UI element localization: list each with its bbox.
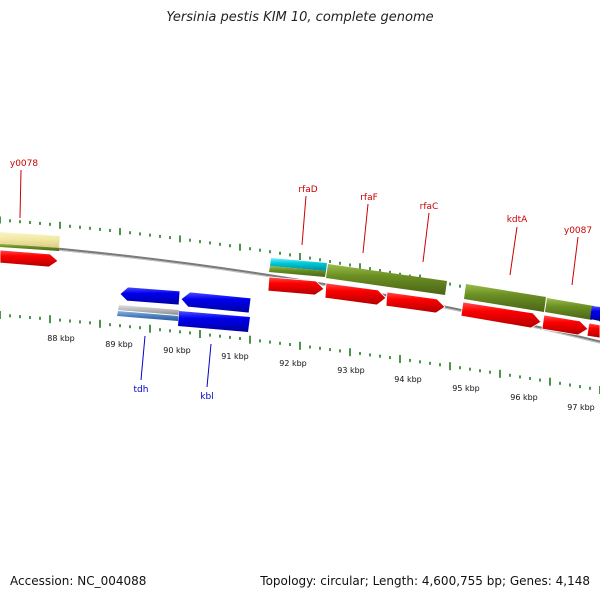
tick-label: 97 kbp	[567, 403, 595, 412]
tick-label: 96 kbp	[510, 393, 538, 402]
gene-label-rfaC[interactable]: rfaC	[420, 202, 439, 212]
cds-arrow-rfaC[interactable]	[385, 291, 446, 314]
olive-gene-feature-kdtA[interactable]	[464, 284, 546, 312]
length-label: Length:	[372, 574, 419, 588]
length-value: 4,600,755 bp	[421, 574, 502, 588]
olive-gene-feature-rfaF[interactable]	[326, 264, 447, 295]
cyan-gene-feature-rfaD[interactable]	[270, 258, 327, 271]
cds-arrow-y0087[interactable]	[541, 314, 589, 336]
olive-gene-feature[interactable]	[0, 244, 59, 251]
reverse-cds-arrow-kbl[interactable]	[180, 291, 252, 314]
tick-label: 93 kbp	[337, 366, 365, 375]
reverse-gene-feature-edge[interactable]	[590, 306, 600, 321]
gene-label-y0087[interactable]: y0087	[564, 226, 592, 236]
accession-value: NC_004088	[77, 574, 147, 588]
tick-label: 90 kbp	[163, 346, 191, 355]
genome-summary: Topology: circular; Length: 4,600,755 bp…	[260, 574, 590, 588]
gene-label-rfaD[interactable]: rfaD	[298, 185, 317, 195]
tick-label: 88 kbp	[47, 334, 75, 343]
olive-gene-feature-rfaD[interactable]	[269, 266, 326, 277]
tick-label: 94 kbp	[394, 375, 422, 384]
tick-label: 89 kbp	[105, 340, 133, 349]
gene-label-kbl[interactable]: kbl	[200, 392, 213, 402]
steel-gene-feature-tdh[interactable]	[117, 311, 178, 321]
tick-label: 95 kbp	[452, 384, 480, 393]
lower-tick-track	[0, 311, 600, 394]
cds-arrow-next[interactable]	[586, 322, 600, 339]
gene-leader-lines	[19, 169, 579, 388]
pale-gene-feature[interactable]	[0, 232, 60, 248]
axis-tick-labels: 88 kbp 89 kbp 90 kbp 91 kbp 92 kbp 93 kb…	[47, 334, 595, 412]
topology-value: circular	[320, 574, 365, 588]
reverse-cds-arrow-tdh[interactable]	[119, 286, 181, 306]
gene-features	[0, 232, 600, 339]
gene-labels: y0078 rfaD rfaF rfaC kdtA y0087 tdh kbl	[10, 159, 592, 402]
cds-arrow-y0078[interactable]	[0, 249, 59, 268]
topology-label: Topology:	[260, 574, 317, 588]
genes-label: Genes:	[509, 574, 552, 588]
gene-label-kdtA[interactable]: kdtA	[507, 215, 528, 225]
gene-label-rfaF[interactable]: rfaF	[360, 193, 378, 203]
gene-label-y0078[interactable]: y0078	[10, 159, 39, 169]
reverse-gene-feature-kbl[interactable]	[178, 311, 250, 332]
cds-arrow-kdtA[interactable]	[460, 301, 542, 329]
accession-info: Accession: NC_004088	[10, 574, 146, 588]
tick-label: 92 kbp	[279, 359, 307, 368]
cds-arrow-rfaD[interactable]	[267, 276, 325, 296]
accession-label: Accession:	[10, 574, 74, 588]
tick-label: 91 kbp	[221, 352, 249, 361]
olive-gene-feature-y0087[interactable]	[545, 298, 594, 320]
genome-title: Yersinia pestis KIM 10, complete genome	[166, 10, 434, 25]
genes-value: 4,148	[555, 574, 590, 588]
cds-arrow-rfaF[interactable]	[324, 282, 387, 306]
gene-label-tdh[interactable]: tdh	[134, 385, 149, 395]
grey-gene-feature-tdh[interactable]	[118, 305, 179, 315]
